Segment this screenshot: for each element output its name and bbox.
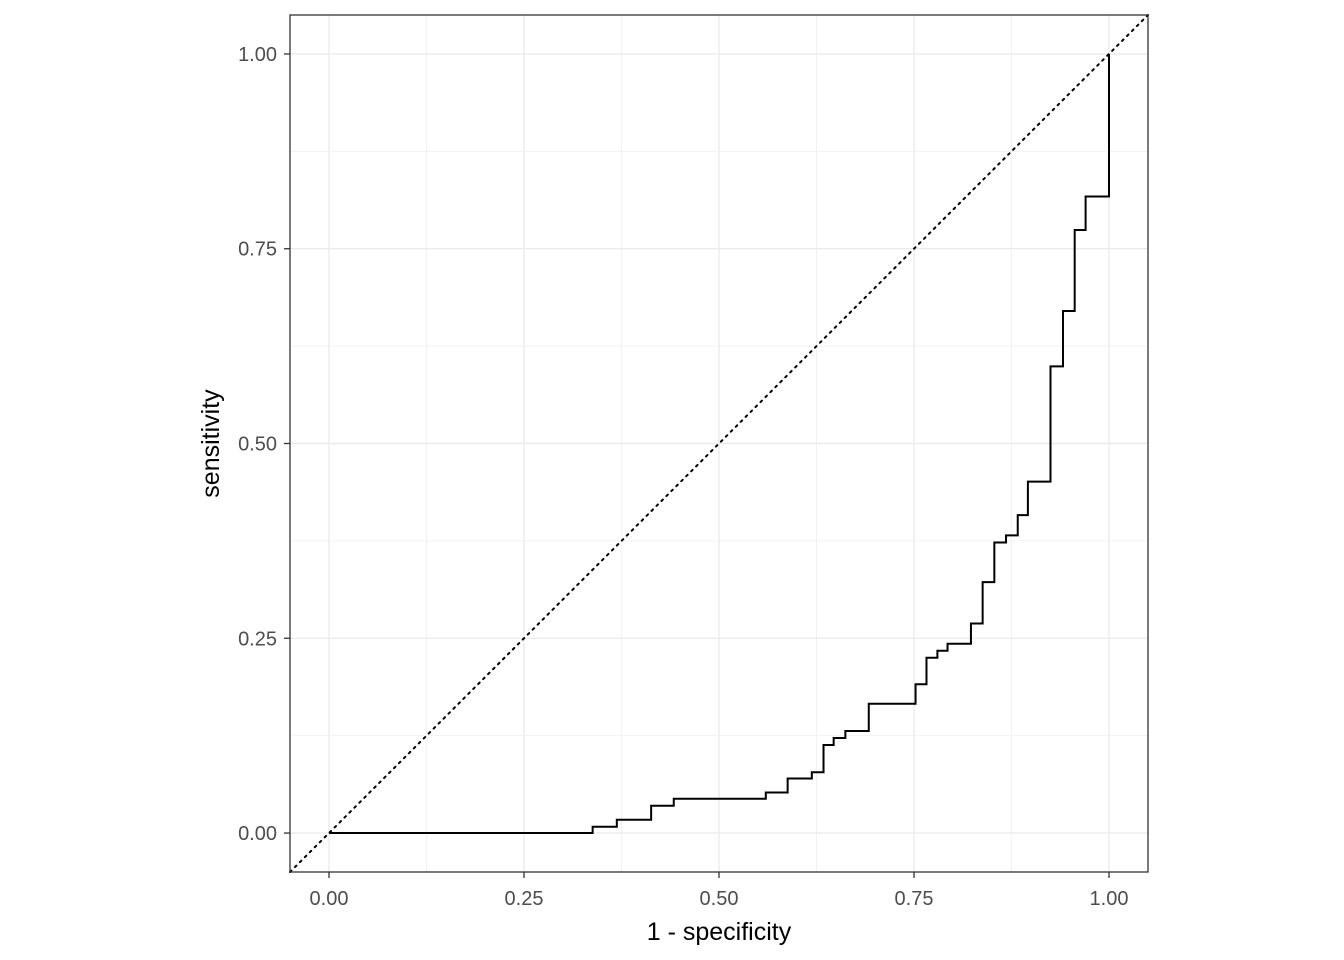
x-tick-label: 0.00 [310,888,349,910]
x-axis-title: 1 - specificity [647,918,792,946]
x-axis: 0.00 0.25 0.50 0.75 1.00 [310,872,1129,910]
y-tick-label: 0.75 [238,239,277,261]
reference-line [289,14,1149,873]
x-tick-label: 0.75 [895,888,934,910]
reference-diagonal [289,14,1149,873]
y-tick-label: 0.00 [238,823,277,845]
x-tick-label: 1.00 [1090,888,1129,910]
y-tick-label: 0.25 [238,628,277,650]
x-tick-label: 0.25 [505,888,544,910]
y-tick-label: 0.50 [238,434,277,456]
y-axis-title: sensitivity [197,389,225,498]
roc-series [329,53,1110,835]
roc-curve-line [329,53,1110,835]
x-tick-label: 0.50 [700,888,739,910]
y-tick-label: 1.00 [238,44,277,66]
y-axis: 0.00 0.25 0.50 0.75 1.00 [238,44,290,845]
grid-lines [290,15,1148,872]
